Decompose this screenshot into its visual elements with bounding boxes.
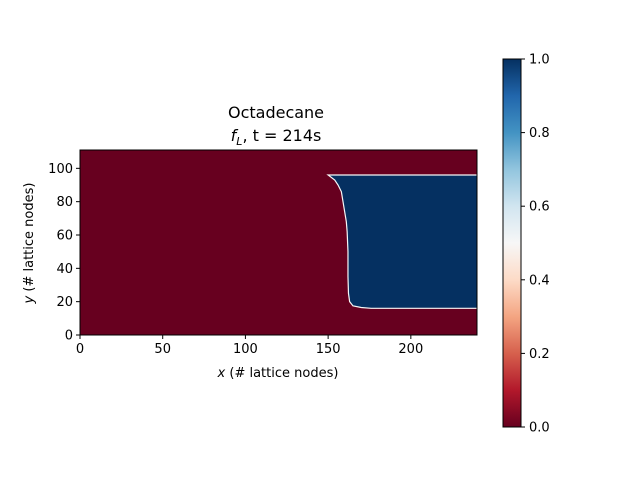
- y-tick-label: 40: [56, 262, 73, 277]
- colorbar-tick-label: 1.0: [529, 53, 550, 68]
- colorbar-tick-label: 0.2: [529, 347, 550, 362]
- colorbar: [502, 58, 522, 428]
- melting-front: [326, 174, 477, 309]
- y-tick-label: 80: [56, 195, 73, 210]
- x-tick-label: 100: [233, 342, 258, 357]
- x-tick-label: 200: [398, 342, 423, 357]
- x-tick-label: 50: [154, 342, 171, 357]
- y-tick-label: 20: [56, 295, 73, 310]
- title-var: f: [231, 126, 239, 145]
- y-tick-label: 100: [48, 162, 73, 177]
- y-tick-label: 0: [65, 329, 73, 344]
- colorbar-ticks: 0.0 0.2 0.4 0.6 0.8 1.0: [521, 53, 550, 436]
- y-axis-ticks: 0 20 40 60 80 100: [48, 162, 80, 344]
- plot-frame: [79, 149, 478, 336]
- liquid-region: [328, 175, 477, 309]
- colorbar-tick-label: 0.8: [529, 126, 550, 141]
- y-tick-label: 60: [56, 229, 73, 244]
- x-tick-label: 0: [76, 342, 84, 357]
- title-subscript: L: [236, 135, 242, 148]
- x-tick-label: 150: [316, 342, 341, 357]
- y-axis-label: y (# lattice nodes): [22, 183, 37, 305]
- title-rest: , t = 214s: [242, 126, 321, 145]
- colorbar-tick-label: 0.4: [529, 273, 550, 288]
- x-axis-ticks: 0 50 100 150 200: [76, 335, 423, 357]
- colorbar-tick-label: 0.0: [529, 421, 550, 436]
- chart-title-line2: fL, t = 214s: [231, 126, 322, 148]
- x-axis-label: x (# lattice nodes): [217, 366, 339, 381]
- chart-title-line1: Octadecane: [228, 103, 324, 122]
- colorbar-tick-label: 0.6: [529, 200, 550, 215]
